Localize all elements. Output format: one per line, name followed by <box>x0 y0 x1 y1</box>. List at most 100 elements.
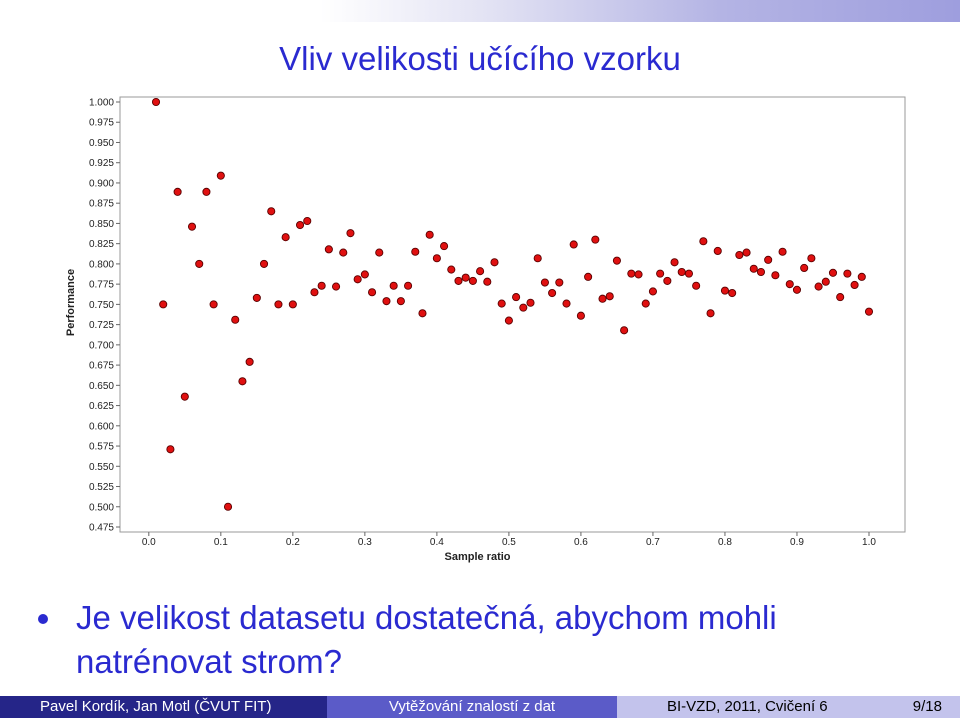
data-point <box>281 233 290 242</box>
data-point <box>778 247 787 256</box>
data-point <box>771 271 780 280</box>
data-point <box>288 300 297 309</box>
x-tick-label: 0.6 <box>574 537 588 548</box>
data-point <box>821 277 830 286</box>
data-point <box>648 287 657 296</box>
data-point <box>677 267 686 277</box>
data-point <box>202 187 211 196</box>
data-point <box>324 245 333 254</box>
x-tick-label: 0.7 <box>646 537 660 548</box>
data-point <box>656 269 665 278</box>
data-point <box>223 502 233 511</box>
data-point <box>584 272 593 281</box>
data-point <box>259 259 269 268</box>
data-point <box>620 326 629 335</box>
data-point <box>519 303 528 312</box>
data-point <box>785 280 794 289</box>
data-point <box>173 187 182 196</box>
data-point <box>843 269 852 278</box>
data-point <box>857 272 866 281</box>
y-tick-label: 1.000 <box>89 98 114 109</box>
footer-topic: Vytěžování znalostí z dat <box>327 696 617 718</box>
footer-page-number: 9/18 <box>912 698 942 715</box>
data-point <box>562 299 571 308</box>
data-point <box>252 293 261 302</box>
data-point <box>216 171 225 180</box>
data-point <box>828 268 838 277</box>
data-point <box>540 278 549 287</box>
data-point <box>468 276 477 285</box>
data-point <box>612 256 621 265</box>
y-tick-label: 0.600 <box>89 421 114 432</box>
data-point <box>310 288 319 297</box>
data-point <box>670 258 679 267</box>
data-point <box>180 392 189 401</box>
data-point <box>483 277 492 286</box>
y-tick-label: 0.625 <box>89 401 114 412</box>
data-point <box>764 255 773 264</box>
data-point <box>576 311 585 320</box>
data-point <box>317 281 326 290</box>
data-point <box>432 254 441 263</box>
y-tick-label: 0.850 <box>89 219 114 230</box>
data-point <box>411 247 420 256</box>
data-point <box>418 309 427 318</box>
y-tick-label: 0.825 <box>89 239 114 250</box>
y-tick-label: 0.525 <box>89 482 114 493</box>
data-point <box>476 267 485 276</box>
y-tick-label: 0.650 <box>89 381 114 392</box>
data-point <box>497 299 506 308</box>
data-point <box>512 293 521 302</box>
x-tick-label: 0.9 <box>790 537 804 548</box>
data-point <box>454 276 463 285</box>
data-point <box>706 309 715 318</box>
data-point <box>713 246 722 256</box>
data-point <box>245 357 254 366</box>
data-point <box>339 248 348 257</box>
data-point <box>684 269 693 278</box>
data-point <box>792 285 802 294</box>
data-point <box>692 281 701 290</box>
data-point <box>836 293 845 302</box>
data-point <box>728 288 737 298</box>
data-point <box>749 264 758 273</box>
data-point <box>591 235 600 244</box>
data-point <box>159 300 168 309</box>
y-axis-label: Performance <box>65 269 77 336</box>
x-tick-label: 0.0 <box>142 537 156 548</box>
footer: Pavel Kordík, Jan Motl (ČVUT FIT) Vytěžo… <box>0 696 960 718</box>
y-tick-label: 0.475 <box>89 523 114 534</box>
x-axis-label: Sample ratio <box>444 551 510 563</box>
data-point <box>627 269 636 278</box>
data-point <box>382 297 391 306</box>
data-point <box>209 300 218 309</box>
y-tick-label: 0.950 <box>89 138 114 149</box>
y-tick-label: 0.700 <box>89 340 114 351</box>
data-point <box>238 377 247 386</box>
data-point <box>332 282 341 291</box>
y-tick-label: 0.900 <box>89 178 114 189</box>
data-point <box>360 270 369 279</box>
data-point <box>569 240 578 249</box>
data-point <box>368 288 377 297</box>
x-tick-label: 0.1 <box>214 537 228 548</box>
data-point <box>274 300 283 309</box>
data-point <box>404 281 413 290</box>
data-point <box>598 294 607 303</box>
data-point <box>605 292 614 301</box>
data-point <box>195 259 204 268</box>
data-point <box>699 237 708 246</box>
data-point <box>555 278 564 287</box>
data-point <box>663 276 672 285</box>
data-point <box>425 230 434 239</box>
y-tick-label: 0.875 <box>89 199 114 210</box>
data-point <box>533 254 542 263</box>
data-point <box>504 316 513 325</box>
data-point <box>231 315 240 324</box>
data-point <box>187 222 197 231</box>
data-point <box>641 299 650 308</box>
footer-authors: Pavel Kordík, Jan Motl (ČVUT FIT) <box>0 696 327 718</box>
data-point <box>375 248 384 257</box>
x-tick-label: 0.3 <box>358 537 372 548</box>
data-point <box>548 288 557 298</box>
